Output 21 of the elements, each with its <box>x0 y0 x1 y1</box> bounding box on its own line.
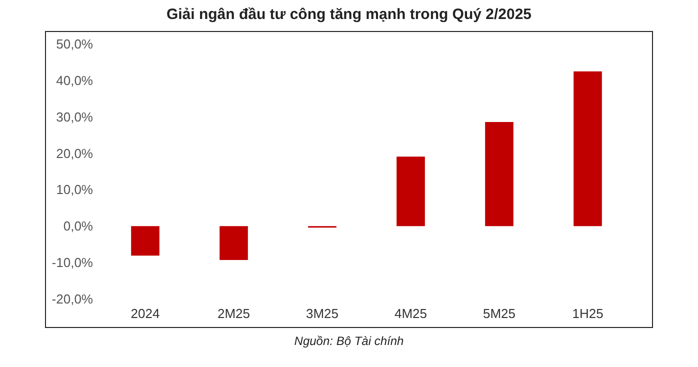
text: Nguồn: Bộ Tài chính <box>293 334 405 348</box>
bar <box>396 156 425 226</box>
x-tick-label: 1H25 <box>572 306 604 321</box>
y-tick-label: -20,0% <box>52 292 94 306</box>
y-tick-label: 10,0% <box>56 182 94 198</box>
y-tick-label: 50,0% <box>56 36 94 52</box>
y-tick-label: -10,0% <box>52 255 94 270</box>
y-tick-label: 20,0% <box>56 146 94 161</box>
x-tick-label: 3M25 <box>306 306 339 321</box>
y-tick-label: 40,0% <box>56 72 94 88</box>
x-tick-label: 4M25 <box>394 306 428 321</box>
y-tick-label: 30,0% <box>56 109 94 124</box>
y-tick-label: 0,0% <box>63 218 94 234</box>
x-tick-label: 2024 <box>130 306 160 321</box>
chart-title: Giải ngân đầu tư công tăng mạnh trong Quý 2/2025 <box>165 6 533 23</box>
bar <box>485 122 514 226</box>
x-tick-label: 2M25 <box>217 306 250 321</box>
bar <box>220 226 248 260</box>
bar <box>574 71 602 226</box>
x-tick-label: 5M25 <box>482 306 516 321</box>
bar <box>131 226 160 256</box>
